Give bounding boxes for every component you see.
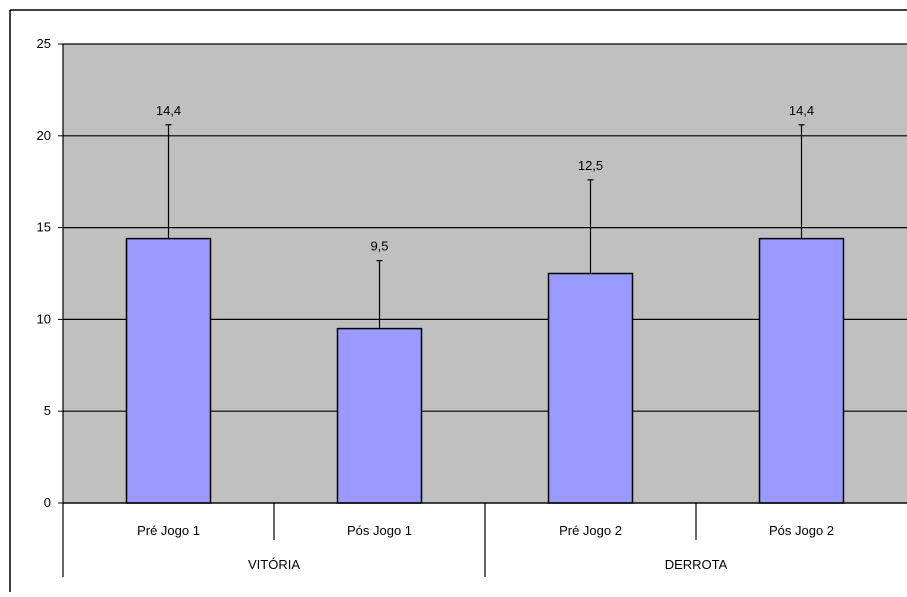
y-tick-label: 25 [37, 36, 51, 51]
x-tick-label: Pré Jogo 1 [137, 523, 200, 538]
bar [758, 237, 845, 504]
y-tick-label: 5 [44, 403, 51, 418]
data-label: 9,5 [370, 239, 388, 254]
y-tick-label: 20 [37, 128, 51, 143]
y-tick-label: 10 [37, 311, 51, 326]
group-label: VITÓRIA [248, 557, 300, 572]
group-label: DERROTA [665, 557, 728, 572]
data-label: 14,4 [789, 103, 814, 118]
data-label: 14,4 [156, 103, 181, 118]
bar [125, 237, 212, 504]
x-tick-label: Pós Jogo 2 [769, 523, 834, 538]
y-tick-label: 0 [44, 495, 51, 510]
x-tick-label: Pré Jogo 2 [559, 523, 622, 538]
bar [547, 272, 634, 504]
bar [336, 327, 423, 504]
x-tick-label: Pós Jogo 1 [347, 523, 412, 538]
y-tick-label: 15 [37, 220, 51, 235]
data-label: 12,5 [578, 158, 603, 173]
